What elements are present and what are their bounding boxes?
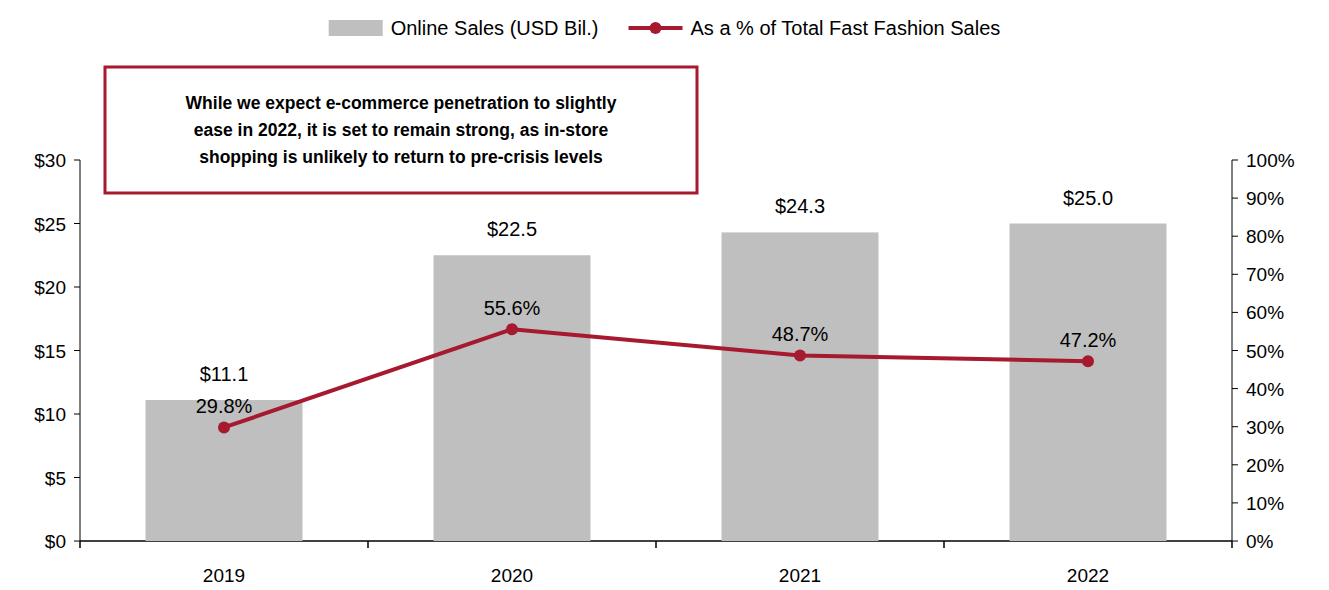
y2-tick-label: 10% <box>1246 493 1284 514</box>
y-tick <box>74 223 80 224</box>
y-tick-label: $15 <box>34 341 66 362</box>
bar <box>434 255 591 541</box>
x-tick-label: 2020 <box>491 565 533 586</box>
y-tick <box>74 160 80 161</box>
marks <box>146 224 1167 542</box>
y-tick-label: $30 <box>34 150 66 171</box>
line-marker <box>506 323 518 335</box>
bar-label: $11.1 <box>200 363 249 385</box>
y-tick <box>74 541 80 542</box>
line-marker <box>1082 355 1094 367</box>
x-tick <box>943 541 945 548</box>
y2-tick <box>1232 502 1238 503</box>
y-tick-label: $10 <box>34 404 66 425</box>
y-tick-label: $5 <box>45 468 66 489</box>
legend-item: Online Sales (USD Bil.) <box>329 17 599 39</box>
x-tick <box>1231 541 1233 548</box>
annotation-text: While we expect e-commerce penetration t… <box>186 93 617 113</box>
y2-tick-label: 90% <box>1246 188 1284 209</box>
x-tick <box>655 541 657 548</box>
y-tick <box>74 350 80 351</box>
y2-tick-label: 70% <box>1246 264 1284 285</box>
data-labels: $11.1 $22.5 $24.3 $25.0 29.8% 55.6% 48.7% 47.2% <box>196 187 1117 418</box>
line-label: 55.6% <box>484 297 541 319</box>
bar <box>1010 224 1167 542</box>
y2-tick <box>1232 160 1238 161</box>
legend-swatch <box>329 20 383 36</box>
x-tick <box>367 541 369 548</box>
bar-label: $25.0 <box>1063 187 1113 209</box>
legend-label: As a % of Total Fast Fashion Sales <box>691 17 1001 39</box>
legend-item: As a % of Total Fast Fashion Sales <box>629 17 1001 39</box>
annotation: While we expect e-commerce penetration t… <box>105 67 697 193</box>
x-tick-label: 2019 <box>203 565 245 586</box>
y2-tick <box>1232 274 1238 275</box>
y-tick <box>74 287 80 288</box>
legend-label: Online Sales (USD Bil.) <box>391 17 599 39</box>
y2-tick-label: 0% <box>1246 531 1274 552</box>
y-tick-label: $25 <box>34 214 66 235</box>
line-label: 47.2% <box>1060 329 1117 351</box>
y2-tick-label: 30% <box>1246 417 1284 438</box>
chart: $0 $5 $10 $15 $20 $25 $30 0% 10% 20% 30% 40% 50% 60% 7… <box>0 0 1329 590</box>
y2-tick <box>1232 541 1238 542</box>
bar <box>146 400 303 541</box>
line-label: 29.8% <box>196 395 253 417</box>
y2-tick <box>1232 312 1238 313</box>
bar <box>722 232 879 541</box>
annotation-box <box>105 67 697 193</box>
x-tick-label: 2021 <box>779 565 821 586</box>
y2-tick <box>1232 236 1238 237</box>
annotation-text: ease in 2022, it is set to remain strong… <box>194 120 609 140</box>
legend-marker <box>650 22 662 34</box>
y-tick <box>74 477 80 478</box>
y2-tick-label: 40% <box>1246 379 1284 400</box>
bar-label: $22.5 <box>487 218 537 240</box>
y2-tick-label: 20% <box>1246 455 1284 476</box>
legend: Online Sales (USD Bil.) As a % of Total F… <box>329 17 1001 39</box>
x-tick-label: 2022 <box>1067 565 1109 586</box>
y2-tick-label: 50% <box>1246 341 1284 362</box>
y2-tick-label: 100% <box>1246 150 1295 171</box>
y2-tick <box>1232 464 1238 465</box>
y2-tick <box>1232 198 1238 199</box>
line-marker <box>794 349 806 361</box>
y2-tick <box>1232 426 1238 427</box>
line-label: 48.7% <box>772 323 829 345</box>
y2-tick-label: 80% <box>1246 226 1284 247</box>
y2-tick <box>1232 388 1238 389</box>
x-tick <box>79 541 81 548</box>
y-tick <box>74 414 80 415</box>
y-tick-label: $20 <box>34 277 66 298</box>
line-marker <box>218 421 230 433</box>
y-tick-label: $0 <box>45 531 66 552</box>
y2-tick <box>1232 350 1238 351</box>
bar-label: $24.3 <box>775 195 825 217</box>
line <box>224 329 1088 427</box>
annotation-text: shopping is unlikely to return to pre-cr… <box>199 147 603 167</box>
y2-tick-label: 60% <box>1246 302 1284 323</box>
